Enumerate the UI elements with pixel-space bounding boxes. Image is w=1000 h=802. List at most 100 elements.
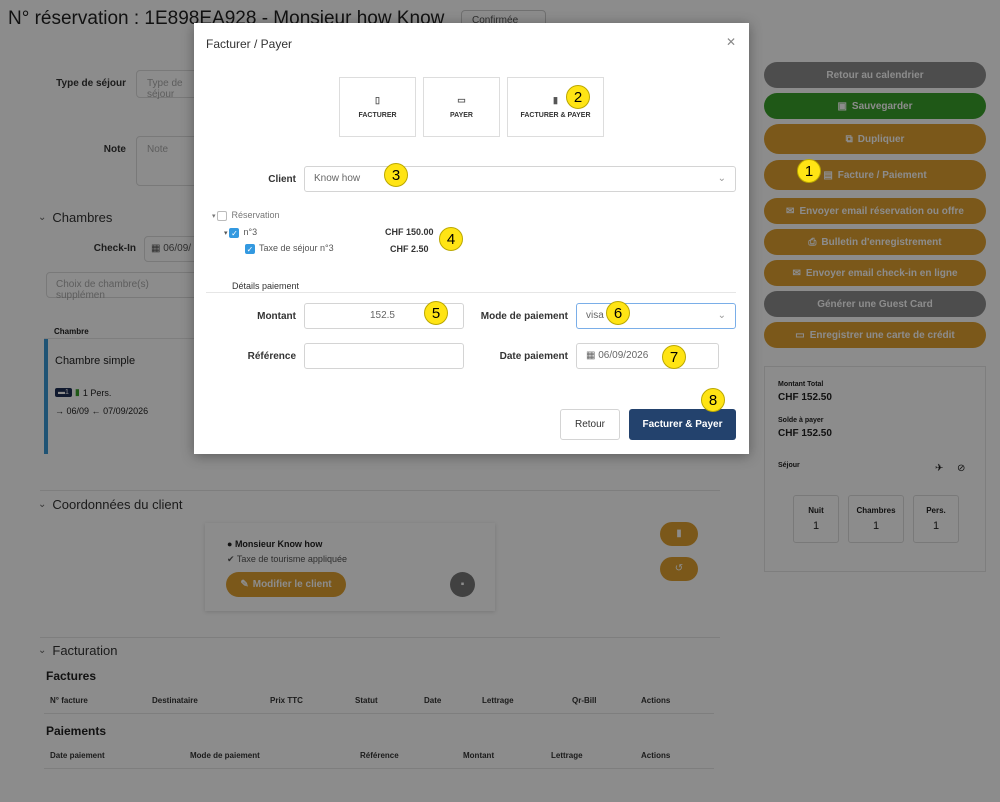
invoice-header-price: Prix TTC <box>270 696 303 705</box>
client-tax-note: ✔ Taxe de tourisme appliquée <box>227 554 347 565</box>
payment-mode-value: visa <box>586 310 604 321</box>
checkin-value: 06/09/ <box>163 243 192 254</box>
client-section-title: Coordonnées du client <box>52 497 183 512</box>
callout-5: 5 <box>424 301 448 325</box>
back-to-calendar-button[interactable]: Retour au calendrier <box>764 62 986 88</box>
check-circle-icon: ✔ <box>227 554 237 564</box>
invoice-header-status: Statut <box>355 696 378 705</box>
tree-tax-amount: CHF 2.50 <box>390 244 429 254</box>
client-label: Client <box>268 174 296 185</box>
nights-value: 1 <box>812 520 820 532</box>
trash-icon[interactable]: ▪ <box>450 572 475 597</box>
callout-4: 4 <box>439 227 463 251</box>
payment-date-input[interactable]: ▦ 06/09/2026 <box>576 343 719 369</box>
chevron-down-icon: ⌄ <box>38 212 47 223</box>
tree-item-amount: CHF 150.00 <box>385 227 434 237</box>
payment-date-value: 06/09/2026 <box>598 350 649 361</box>
tree-item-label: n°3 <box>243 227 258 237</box>
person-icon: ▮ <box>74 387 80 397</box>
option-pay-label: PAYER <box>450 112 473 119</box>
callout-8: 8 <box>701 388 725 412</box>
departure-date: 07/09/2026 <box>103 406 149 416</box>
user-icon: ● <box>227 539 235 549</box>
tree-tax: ✓ Taxe de séjour n°3 <box>245 243 334 254</box>
card-icon: ▭ <box>795 329 805 341</box>
total-label: Montant Total <box>778 381 824 388</box>
save-button[interactable]: ▣ Sauvegarder <box>764 93 986 119</box>
payment-header-actions: Actions <box>641 751 671 760</box>
print-icon: ⎙ <box>808 236 817 248</box>
invoice-and-pay-submit-button[interactable]: Facturer & Payer <box>629 409 736 440</box>
payment-header-reference: Référence <box>360 751 399 760</box>
reservation-checkbox[interactable] <box>217 210 228 221</box>
guest-card-label: Générer une Guest Card <box>817 298 933 310</box>
plane-icon: ✈ <box>935 463 944 474</box>
back-button[interactable]: Retour <box>560 409 620 440</box>
calendar-icon: ▦ <box>151 243 164 254</box>
client-name: ● Monsieur Know how <box>227 539 322 549</box>
client-section-header[interactable]: ⌄ Coordonnées du client <box>38 497 182 512</box>
billing-section-header[interactable]: ⌄ Facturation <box>38 643 117 658</box>
duplicate-label: Dupliquer <box>857 133 905 145</box>
payments-title: Paiements <box>46 724 107 738</box>
callout-7: 7 <box>662 345 686 369</box>
duplicate-button[interactable]: ⧉ Dupliquer <box>764 124 986 154</box>
mail-icon: ✉ <box>786 205 795 217</box>
chevron-down-icon: ⌄ <box>717 310 726 321</box>
divider <box>206 292 736 293</box>
caret-down-icon: ▾ <box>212 213 218 220</box>
document-icon[interactable]: ▮ <box>660 522 698 546</box>
arrow-right-icon: → <box>55 406 67 416</box>
caret-down-icon: ▾ <box>224 230 230 237</box>
divider <box>40 637 720 638</box>
reference-input[interactable] <box>304 343 464 369</box>
close-icon[interactable]: ✕ <box>726 35 737 49</box>
register-credit-card-button[interactable]: ▭ Enregistrer une carte de crédit <box>764 322 986 348</box>
invoice-header-lettering: Lettrage <box>482 696 514 705</box>
option-invoice-and-pay[interactable]: ▮ FACTURER & PAYER <box>507 77 604 137</box>
room-choice-input[interactable]: Choix de chambre(s) supplémen <box>46 272 206 301</box>
arrival-date: 06/09 <box>66 406 90 416</box>
rooms-box: Chambres 1 <box>848 495 904 543</box>
invoice-header-actions: Actions <box>641 696 671 705</box>
room-persons: ▬1 ▮ 1 Pers. <box>55 387 111 398</box>
registration-form-button[interactable]: ⎙ Bulletin d'enregistrement <box>764 229 986 255</box>
rooms-label: Chambres <box>856 506 896 515</box>
tax-checkbox[interactable]: ✓ <box>245 243 255 254</box>
callout-3: 3 <box>384 163 408 187</box>
tree-tax-label: Taxe de séjour n°3 <box>259 243 334 253</box>
summary-panel: Montant Total CHF 152.50 Solde à payer C… <box>764 366 986 572</box>
send-checkin-email-button[interactable]: ✉ Envoyer email check-in en ligne <box>764 260 986 286</box>
arrow-left-icon: ← <box>89 406 104 416</box>
tree-root-label: Réservation <box>231 210 280 220</box>
item-checkbox[interactable]: ✓ <box>229 227 240 238</box>
tax-note-text: Taxe de tourisme appliquée <box>236 554 347 564</box>
client-select[interactable]: Know how ⌄ <box>304 166 736 192</box>
guest-card-button[interactable]: Générer une Guest Card <box>764 291 986 317</box>
mail-icon: ✉ <box>792 267 801 279</box>
persons-count: 1 Pers. <box>82 387 112 398</box>
room-accent-bar <box>44 339 48 454</box>
client-card: ● Monsieur Know how ✔ Taxe de tourisme a… <box>205 523 495 611</box>
payment-mode-select[interactable]: visa ⌄ <box>576 303 736 329</box>
send-reservation-email-label: Envoyer email réservation ou offre <box>799 205 964 217</box>
option-invoice[interactable]: ▯ FACTURER <box>339 77 416 137</box>
option-pay[interactable]: ▭ PAYER <box>423 77 500 137</box>
modal-title: Facturer / Payer <box>206 37 293 51</box>
bed-icon: ▬1 <box>55 388 72 397</box>
divider <box>44 713 714 714</box>
reference-label: Référence <box>247 351 296 362</box>
edit-client-button[interactable]: ✎ Modifier le client <box>226 572 346 597</box>
send-reservation-email-button[interactable]: ✉ Envoyer email réservation ou offre <box>764 198 986 224</box>
save-icon: ▣ <box>837 100 847 112</box>
card-icon: ▭ <box>457 95 466 105</box>
callout-6: 6 <box>606 301 630 325</box>
total-value: CHF 152.50 <box>778 392 832 403</box>
rooms-section-header[interactable]: ⌄ Chambres <box>38 210 112 225</box>
persons-box: Pers. 1 <box>913 495 959 543</box>
payment-header-lettering: Lettrage <box>551 751 583 760</box>
history-icon[interactable]: ↺ <box>660 557 698 581</box>
chevron-down-icon: ⌄ <box>38 499 47 510</box>
client-name-text: Monsieur Know how <box>234 539 323 549</box>
